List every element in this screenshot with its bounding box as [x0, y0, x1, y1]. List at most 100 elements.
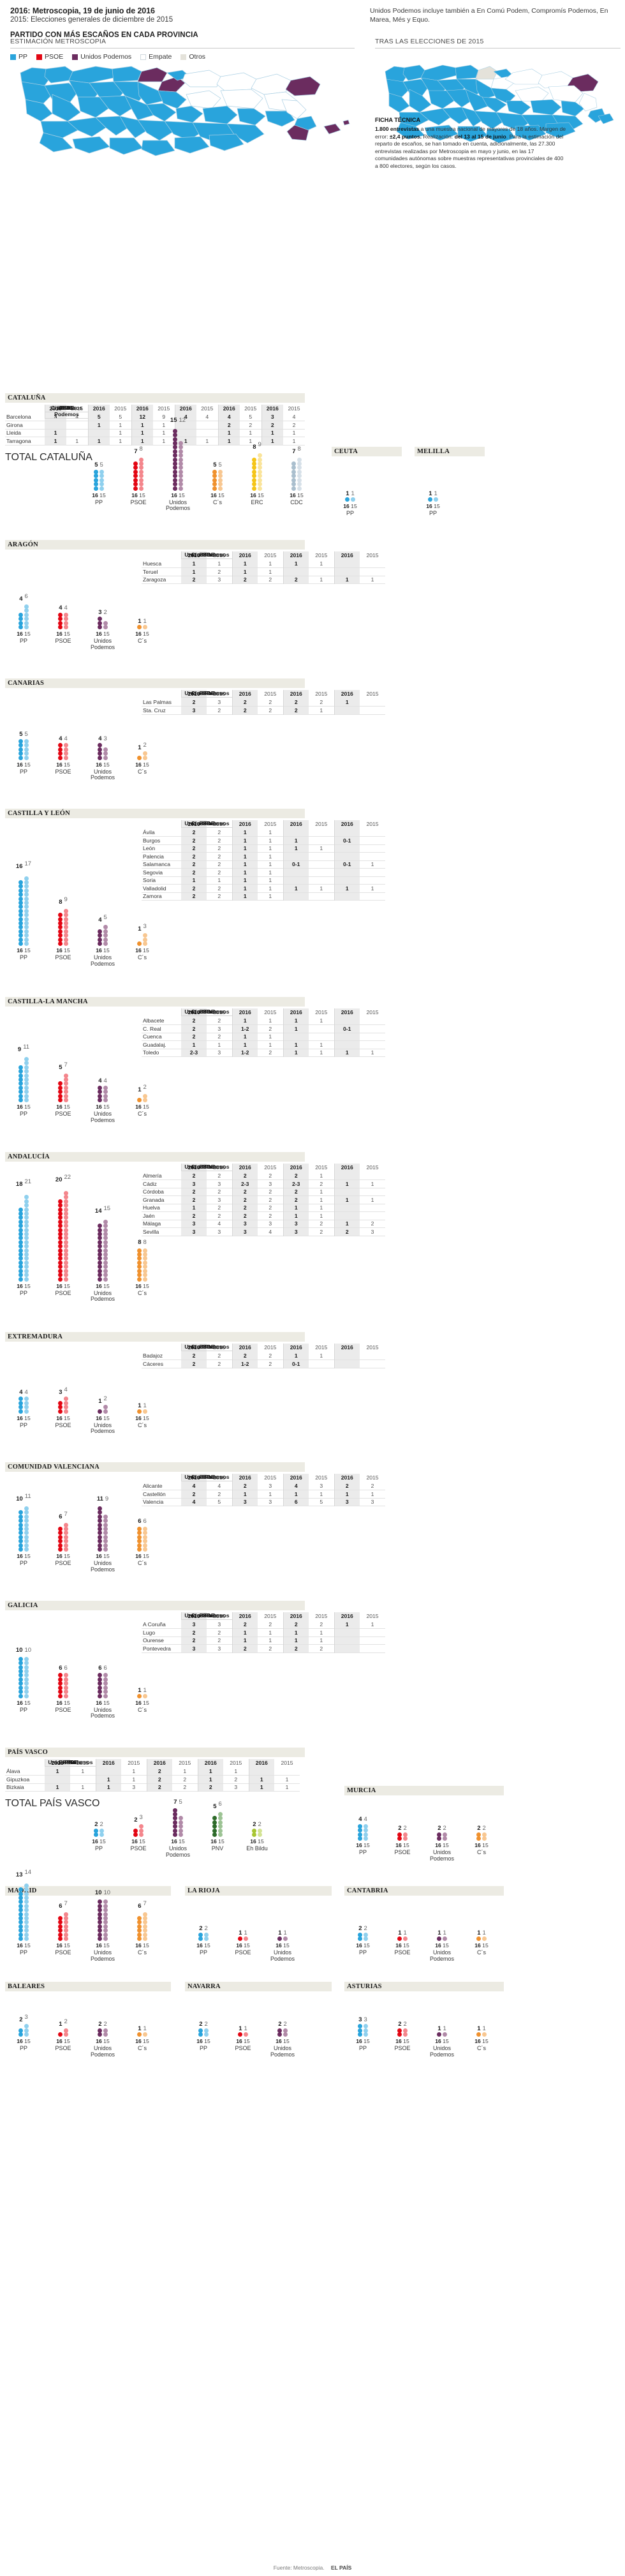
dot-seat-2016	[18, 1081, 23, 1086]
party-name-label: PSOE	[235, 2045, 251, 2051]
dot-seat-2015	[24, 1397, 29, 1402]
dot-seat-2016	[252, 469, 256, 474]
cell-2016: 2	[283, 1644, 309, 1652]
dot-seat-2015	[143, 1924, 147, 1929]
dot-seat-2016	[98, 1098, 102, 1102]
cell-2016: 1	[334, 884, 360, 892]
dot-seat-2015	[482, 1832, 487, 1837]
dot-seat-2015	[64, 1098, 68, 1102]
dot-seat-2016	[137, 1547, 142, 1552]
dots-2016	[397, 1832, 402, 1841]
cell-2015: 1	[320, 1637, 323, 1644]
dot-seat-2015	[64, 1547, 68, 1552]
dots-2015	[99, 1828, 104, 1837]
value-2016: 5	[59, 1064, 62, 1071]
axis-year-2015: 15	[401, 1942, 409, 1949]
cell-2016: 1-2	[232, 1024, 258, 1033]
party-name-label: CDC	[290, 498, 303, 505]
axis-year-2015: 15	[401, 1842, 409, 1848]
dot-seat-2016	[18, 913, 23, 918]
dots-2016	[137, 755, 142, 760]
dot-seat-2016	[133, 461, 138, 467]
axis-year-2016: 16	[96, 2038, 102, 2044]
dot-seat-2016	[98, 1085, 102, 1090]
cell-2016	[283, 876, 309, 885]
dot-seat-2015	[24, 1928, 29, 1933]
col-group-cdc: CDC	[45, 405, 88, 412]
dot-seat-2015	[24, 1195, 29, 1200]
dot-seat-2015	[103, 1522, 108, 1527]
cell-2016: 1-2	[232, 1049, 258, 1057]
axis-years: 16 15	[84, 947, 121, 954]
axis-year-2015: 15	[216, 1838, 224, 1845]
dots-2016	[198, 1932, 203, 1941]
axis-years: 16 15	[239, 492, 276, 498]
table-row: Badajoz 2 2 2 2 1 1	[142, 1352, 385, 1360]
cell-2016	[334, 1040, 360, 1049]
party-total-pp: 16 17 16 15 PP	[5, 860, 42, 961]
dot-seat-2015	[103, 1693, 108, 1698]
dots-2015	[143, 933, 147, 946]
dot-seat-2016	[212, 469, 217, 474]
axis-years: 16 15	[5, 1700, 42, 1706]
dot-seat-2016	[18, 1903, 23, 1908]
dot-seat-2016	[98, 2028, 102, 2033]
table-row: Valladolid 2 2 1 1 1 1 1 1	[142, 884, 385, 892]
dot-seat-2015	[64, 941, 68, 946]
dots-2015	[103, 925, 108, 946]
dot-seat-2016	[133, 465, 138, 470]
dot-seat-2016	[98, 1526, 102, 1531]
dots-2016	[173, 428, 177, 491]
cell-2016: 2-3	[283, 1179, 309, 1188]
cell-2015: 2	[268, 1172, 272, 1179]
region-andalucia: ANDALUCÍA PP PSOE Unidos Podemos Ciudadanos 2…	[5, 1152, 617, 1302]
dots-2016	[358, 1823, 362, 1841]
table-castillamancha: PP PSOE Unidos Podemos Ciudadanos 2016 2015 20…	[142, 1008, 385, 1057]
table-corner-2	[5, 1759, 45, 1767]
region-title-ceuta: CEUTA	[332, 447, 402, 456]
province-name: Zamora	[143, 893, 162, 900]
axis-year-2016: 16	[135, 1553, 142, 1559]
dot-seat-2016	[98, 1547, 102, 1552]
cell-2015: 2	[217, 1204, 221, 1211]
dot-seat-2015	[258, 457, 262, 462]
ficha-tecnica: FICHA TÉCNICA 1.800 entrevistas a una mu…	[375, 116, 566, 170]
dot-seat-2016	[58, 1227, 62, 1232]
dot-seat-2016	[137, 1260, 142, 1265]
axis-years: 16 15	[45, 1283, 82, 1289]
dot-seat-2016	[98, 1912, 102, 1917]
cell-2015: 1	[217, 560, 221, 567]
dot-seat-2016	[358, 1836, 362, 1841]
dot-seat-2015	[24, 1215, 29, 1220]
value-2015: 7	[64, 1511, 68, 1518]
dot-seat-2016	[98, 2032, 102, 2037]
party-total-cs: 6 6 16 15 C´s	[124, 1513, 161, 1566]
dot-seat-2016	[137, 1252, 142, 1257]
cell-2015: 2	[217, 1188, 221, 1195]
cell-2016: 1	[283, 1636, 309, 1645]
province-name: Huelva	[143, 1204, 160, 1211]
dot-seat-2016	[173, 461, 177, 467]
axis-year-2016: 16	[135, 1414, 142, 1421]
axis-year-2016: 16	[474, 1942, 481, 1949]
axis-year-2016: 16	[435, 1942, 441, 1949]
dot-seat-2015	[64, 1526, 68, 1531]
axis-year-2015: 15	[281, 2038, 290, 2044]
cell-2015: 1	[285, 1776, 289, 1783]
dots-2016	[358, 2024, 362, 2037]
cell-2016: 1	[181, 876, 207, 885]
axis-years: 16 15	[384, 1942, 421, 1949]
dot-seat-2016	[18, 1277, 23, 1282]
dots-2016	[58, 1915, 62, 1941]
cell-2016: 2	[217, 421, 240, 429]
axis-year-2015: 15	[101, 1282, 110, 1289]
dot-seat-2015	[103, 1903, 108, 1908]
year-2015-header: 2015	[264, 552, 277, 558]
cell-2016: 3	[261, 413, 283, 421]
cell-2016	[283, 828, 309, 837]
party-total-pp: 4 6 16 15 PP	[5, 590, 42, 644]
cell-2016: 2	[232, 1482, 258, 1490]
dot-seat-2015	[64, 1077, 68, 1082]
dot-seat-2015	[218, 1820, 223, 1825]
party-name-label: C´s	[138, 768, 147, 775]
